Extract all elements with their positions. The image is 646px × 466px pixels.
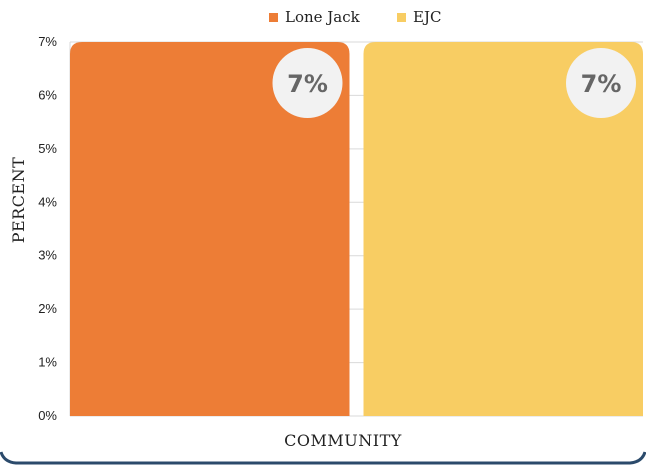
legend-swatch: [397, 13, 406, 22]
y-tick-label: 3%: [38, 248, 57, 263]
data-label: 7%: [287, 70, 328, 98]
y-tick-label: 4%: [38, 194, 57, 209]
legend-label: EJC: [413, 8, 441, 26]
legend-label: Lone Jack: [285, 8, 361, 26]
y-tick-label: 0%: [38, 408, 57, 423]
bar-ejc: [363, 42, 643, 416]
y-axis-title: PERCENT: [9, 157, 28, 244]
y-tick-label: 2%: [38, 301, 57, 316]
data-label-bubble: [566, 48, 636, 118]
y-tick-label: 1%: [38, 355, 57, 370]
frame-border: [0, 451, 646, 465]
bar-lone-jack: [70, 42, 350, 416]
y-tick-label: 6%: [38, 87, 57, 102]
data-label: 7%: [581, 70, 622, 98]
data-label-bubble: [272, 48, 343, 118]
legend-swatch: [269, 13, 278, 22]
y-tick-label: 5%: [38, 141, 57, 156]
x-axis-title: COMMUNITY: [284, 431, 402, 450]
y-tick-label: 7%: [38, 34, 57, 49]
